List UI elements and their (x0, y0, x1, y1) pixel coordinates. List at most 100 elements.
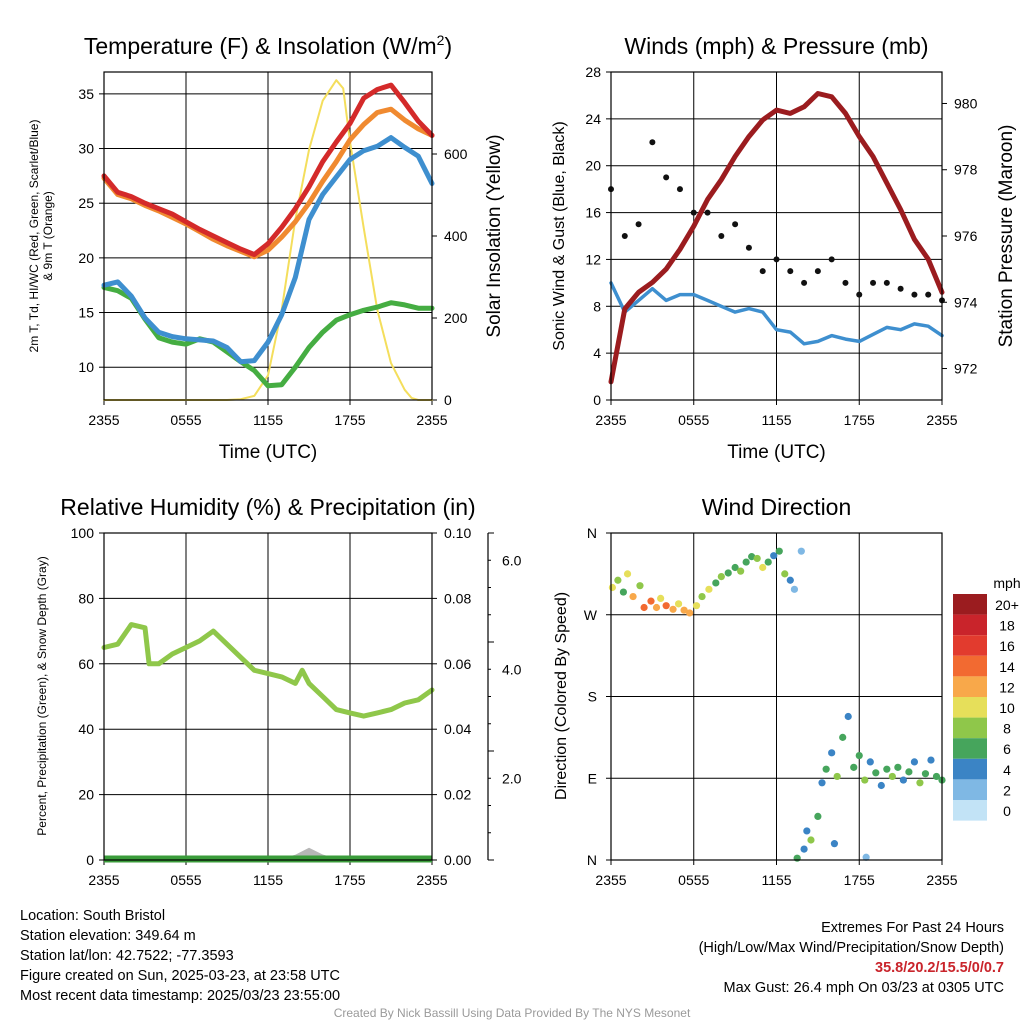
x-tick-label: 2355 (416, 872, 447, 888)
direction-point (724, 569, 732, 577)
direction-point (818, 779, 826, 787)
plot-border (103, 532, 433, 861)
y2-tick-label: 0.06 (444, 656, 471, 672)
wind-direction-panel: 2355 0555 1155 1755 2355 Wind Direction N W S E N D… (553, 494, 958, 888)
x-axis-title: Time (UTC) (219, 442, 318, 463)
x-tick-label: 0555 (678, 412, 709, 428)
legend-label: 10 (999, 700, 1015, 716)
y-axis-title: Direction (Colored By Speed) (553, 592, 570, 800)
station-info: Location: South Bristol Station elevatio… (20, 906, 340, 1006)
gust-point (814, 268, 821, 275)
y2-tick-label: 400 (444, 228, 468, 244)
x-tick-label: 2355 (926, 412, 957, 428)
legend-label: 8 (1003, 721, 1011, 737)
legend-swatch (953, 635, 987, 656)
x-tick-label: 0555 (678, 872, 709, 888)
y-tick-label: 4 (593, 345, 601, 361)
direction-point (636, 582, 644, 590)
direction-point (674, 600, 683, 608)
y2-tick-label: 0.00 (444, 852, 471, 868)
extremes-subtitle: (High/Low/Max Wind/Precipitation/Snow De… (698, 940, 1004, 956)
pressure-line (608, 91, 945, 385)
y2-tick-label: 0 (444, 392, 452, 408)
direction-point (877, 781, 885, 790)
direction-point (793, 854, 801, 862)
direction-point (731, 563, 739, 572)
direction-point (850, 763, 858, 771)
gust-point (856, 291, 863, 298)
y-tick-label: 20 (78, 250, 94, 266)
direction-point (814, 812, 822, 821)
y-tick-label: 40 (78, 721, 94, 737)
y2-tick-label: 976 (954, 228, 978, 244)
y2-tick-label: 0.04 (444, 721, 471, 737)
y2-tick-label: 200 (444, 310, 468, 326)
gust-point (870, 279, 877, 286)
x-tick-label: 1755 (334, 412, 365, 428)
direction-point (839, 733, 847, 741)
legend-swatch (953, 676, 987, 697)
direction-point (833, 772, 841, 781)
direction-point (764, 558, 772, 566)
direction-point (614, 576, 622, 584)
y-tick-label: 15 (78, 305, 94, 321)
x-tick-label: 1755 (844, 872, 875, 888)
dewpoint-line (101, 284, 435, 389)
x-tick-label: 1755 (844, 412, 875, 428)
legend-label: 16 (999, 638, 1015, 654)
temp-2m-line (101, 82, 435, 258)
x-tick-label: 0555 (170, 412, 201, 428)
gust-point (676, 186, 683, 193)
plot-border (610, 532, 943, 861)
extremes-title: Extremes For Past 24 Hours (821, 920, 1004, 936)
direction-point (608, 583, 616, 592)
y-tick-label: 25 (78, 195, 94, 211)
gust-point (828, 256, 835, 263)
legend-label: 14 (999, 659, 1015, 675)
y-tick-label: 16 (585, 205, 601, 221)
y-tick-label: 35 (78, 86, 94, 102)
direction-point (705, 585, 713, 593)
direction-point (781, 570, 789, 578)
gust-point (732, 221, 739, 228)
direction-point (861, 776, 869, 784)
direction-point (652, 603, 661, 612)
legend-label: 0 (1003, 803, 1011, 819)
legend-title: mph (993, 575, 1020, 591)
direction-point (927, 756, 935, 764)
legend-label: 12 (999, 679, 1015, 695)
latlon-text: Station lat/lon: 42.7522; -77.3593 (20, 948, 234, 964)
x-axis-title: Time (UTC) (727, 442, 826, 463)
legend-label: 18 (999, 618, 1015, 634)
y-tick-label: 0 (593, 392, 601, 408)
direction-point (807, 836, 815, 844)
direction-point (712, 579, 720, 587)
y-tick-label: N (587, 525, 597, 541)
y-tick-label: 30 (78, 141, 94, 157)
direction-point (888, 772, 896, 781)
y2-tick-label: 0.02 (444, 787, 471, 803)
y-tick-label: 24 (585, 111, 601, 127)
y-axis-title-line2: & 9m T (Orange) (41, 191, 55, 281)
direction-point (742, 558, 750, 566)
gust-point (842, 279, 849, 286)
direction-point (680, 606, 688, 614)
direction-point (662, 602, 670, 610)
gust-point (635, 221, 642, 228)
sonic-wind-line (609, 281, 944, 346)
gust-point (621, 233, 628, 239)
speed-color-legend: mph 20+ 18 16 14 12 10 8 6 4 2 0 (953, 575, 1021, 821)
direction-point (905, 768, 913, 776)
y-tick-label: W (584, 607, 598, 623)
gust-point (897, 285, 904, 292)
legend-swatch (953, 697, 987, 718)
direction-point (855, 751, 863, 760)
direction-point (866, 758, 874, 766)
direction-point (647, 597, 655, 605)
direction-point (828, 749, 836, 757)
direction-point (692, 602, 701, 610)
y-tick-label: 28 (585, 64, 601, 80)
y2-tick-label: 980 (954, 95, 978, 111)
y-tick-label: 80 (78, 590, 94, 606)
x-tick-label: 1155 (761, 412, 791, 428)
